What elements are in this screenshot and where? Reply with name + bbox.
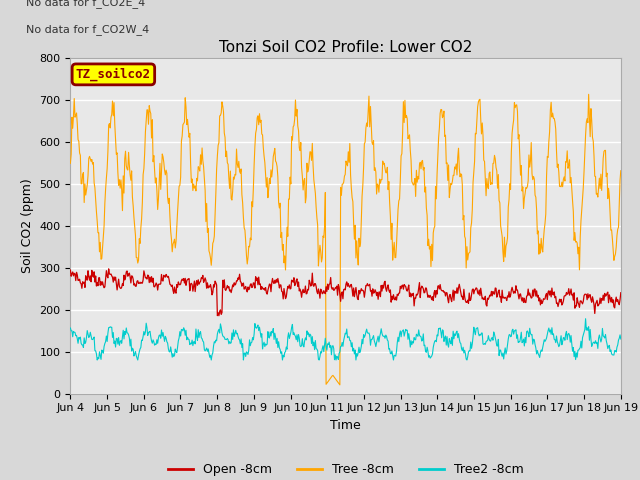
Text: TZ_soilco2: TZ_soilco2: [76, 68, 151, 81]
Text: No data for f_CO2E_4: No data for f_CO2E_4: [26, 0, 146, 8]
X-axis label: Time: Time: [330, 419, 361, 432]
Title: Tonzi Soil CO2 Profile: Lower CO2: Tonzi Soil CO2 Profile: Lower CO2: [219, 40, 472, 55]
Y-axis label: Soil CO2 (ppm): Soil CO2 (ppm): [21, 178, 34, 273]
Legend: Open -8cm, Tree -8cm, Tree2 -8cm: Open -8cm, Tree -8cm, Tree2 -8cm: [163, 458, 529, 480]
Text: No data for f_CO2W_4: No data for f_CO2W_4: [26, 24, 150, 35]
